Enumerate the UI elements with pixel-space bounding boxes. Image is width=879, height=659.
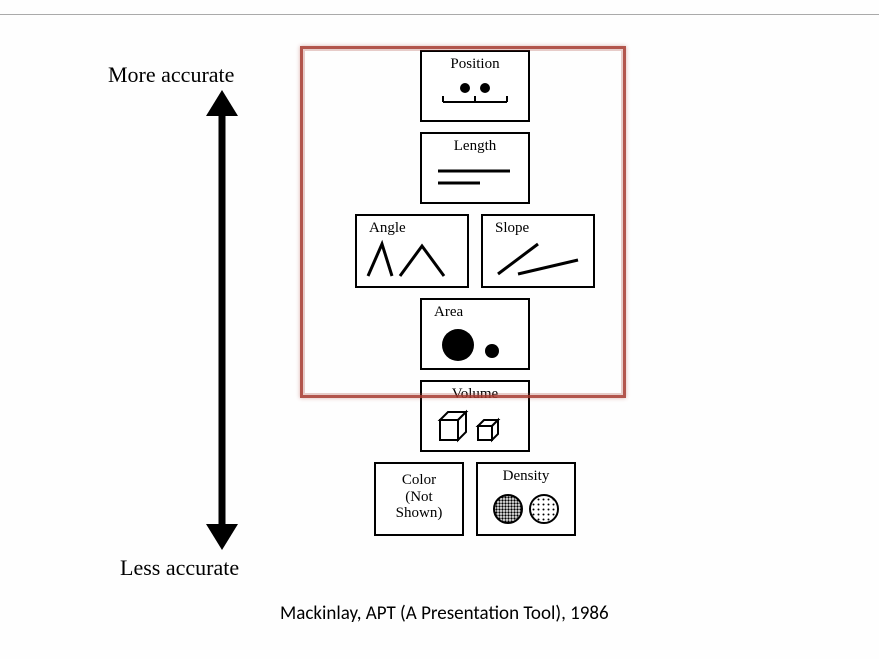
row-color-density: Color (Not Shown) Density [305, 462, 645, 536]
card-volume-label: Volume [452, 386, 498, 403]
row-volume: Volume [305, 380, 645, 452]
card-area-label: Area [434, 304, 463, 321]
density-icon [486, 487, 566, 527]
encoding-cards: Position Length [305, 50, 645, 546]
card-area: Area [420, 298, 530, 370]
top-divider [0, 14, 879, 15]
card-slope-label: Slope [495, 220, 529, 237]
angle-icon [362, 239, 462, 279]
slope-icon [488, 239, 588, 279]
caption: Mackinlay, APT (A Presentation Tool), 19… [280, 602, 609, 625]
position-icon [435, 75, 515, 115]
card-volume: Volume [420, 380, 530, 452]
card-angle-label: Angle [369, 220, 406, 237]
card-length: Length [420, 132, 530, 204]
label-more-accurate: More accurate [108, 62, 234, 88]
volume-icon [430, 405, 520, 445]
card-position: Position [420, 50, 530, 122]
card-color: Color (Not Shown) [374, 462, 464, 536]
card-position-label: Position [450, 56, 499, 73]
row-length: Length [305, 132, 645, 204]
row-angle-slope: Angle Slope [305, 214, 645, 288]
card-density: Density [476, 462, 576, 536]
card-color-label: Color (Not Shown) [396, 472, 443, 522]
card-slope: Slope [481, 214, 595, 288]
row-position: Position [305, 50, 645, 122]
row-area: Area [305, 298, 645, 370]
card-density-label: Density [503, 468, 550, 485]
label-less-accurate: Less accurate [120, 555, 239, 581]
length-icon [430, 157, 520, 197]
area-icon [430, 323, 520, 363]
diagram-container: More accurate Less accurate Position [90, 50, 790, 610]
card-angle: Angle [355, 214, 469, 288]
accuracy-arrow-icon [200, 90, 244, 550]
card-length-label: Length [454, 138, 497, 155]
